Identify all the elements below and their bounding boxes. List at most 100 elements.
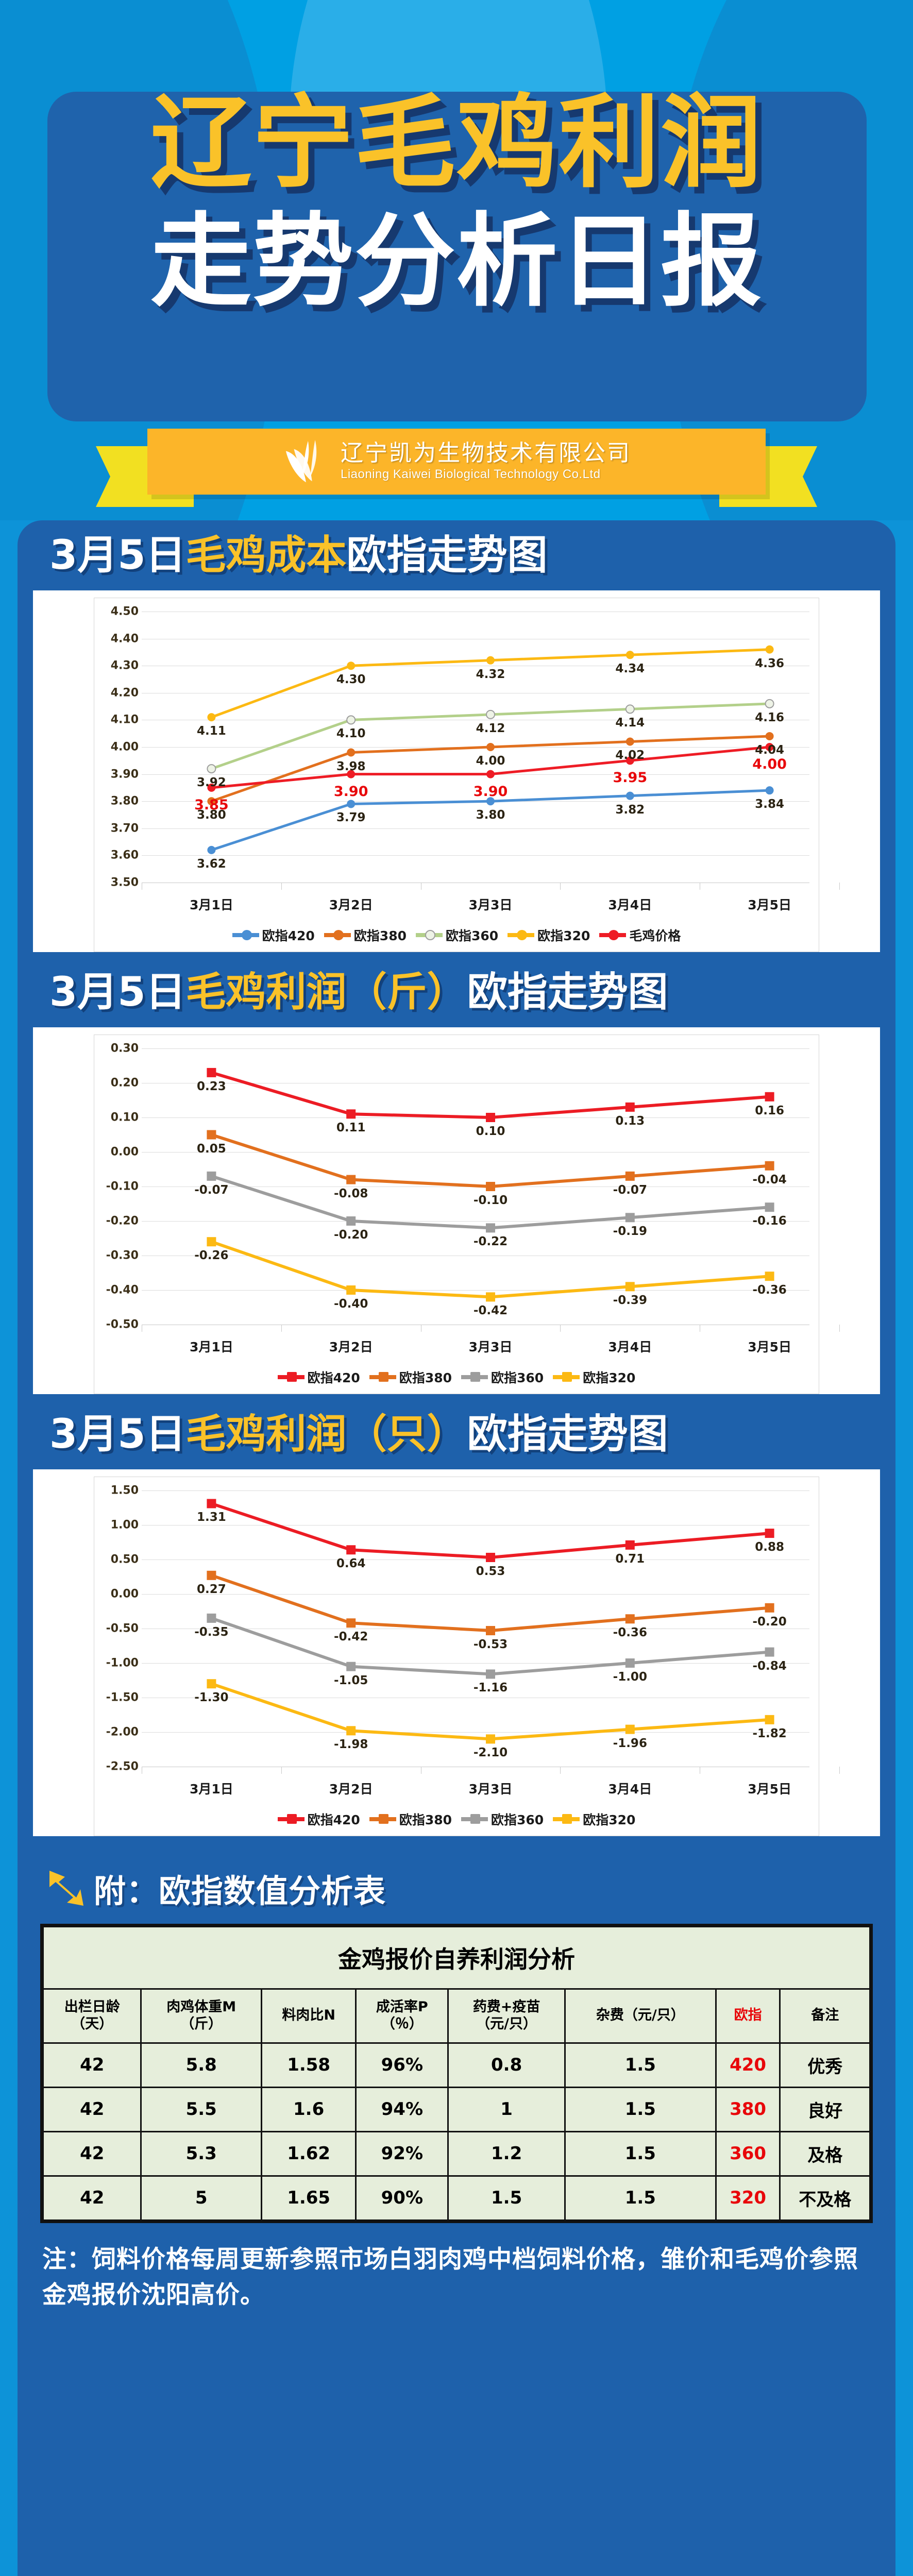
legend-item[interactable]: 欧指380: [369, 1810, 452, 1828]
y-axis-tick-label: 4.10: [110, 713, 139, 726]
table-header-cell: 欧指: [715, 1988, 781, 2044]
section-title-cost: 3月5日毛鸡成本欧指走势图: [18, 520, 895, 590]
table-cell: 1.6: [260, 2086, 357, 2132]
x-axis-label: 3月2日: [329, 897, 373, 912]
x-axis-tick: [281, 1325, 282, 1332]
y-axis-tick-label: 3.80: [110, 794, 139, 808]
data-label: 3.79: [336, 811, 366, 825]
x-axis-tick: [560, 883, 561, 890]
data-label: 0.05: [197, 1142, 226, 1156]
data-point: [765, 1647, 774, 1657]
table-cell: 420: [715, 2042, 781, 2088]
data-label: 4.12: [476, 721, 505, 735]
data-point: [625, 1171, 635, 1181]
table-cell: 380: [715, 2086, 781, 2132]
y-axis-tick-label: 0.00: [110, 1145, 139, 1159]
legend-marker-icon: [324, 930, 351, 940]
legend-item[interactable]: 欧指320: [508, 926, 590, 944]
legend-item[interactable]: 欧指420: [277, 1810, 360, 1828]
table-row: 42 5.5 1.6 94% 1 1.5 380 良好: [42, 2086, 871, 2132]
y-axis-tick-label: -1.50: [106, 1691, 139, 1704]
section3-tail: 欧指走势图: [467, 1411, 668, 1458]
y-axis-tick-label: 4.00: [110, 740, 139, 754]
data-label: 4.04: [755, 743, 784, 757]
x-axis-label: 3月5日: [748, 897, 791, 912]
chart-profit-jin: -0.50 -0.40 -0.30 -0.20 -0.10 0.00 0.10 0.20 0.3…: [94, 1035, 840, 1394]
data-point: [207, 845, 216, 854]
data-label: -1.00: [613, 1670, 647, 1684]
data-label: 3.90: [333, 783, 368, 800]
data-label: -0.53: [473, 1638, 508, 1652]
data-point: [765, 1529, 774, 1538]
legend-item[interactable]: 欧指360: [461, 1810, 544, 1828]
gridline: [142, 1594, 809, 1595]
data-label: -0.42: [334, 1630, 368, 1644]
legend-item[interactable]: 欧指360: [415, 926, 499, 944]
data-label: -0.19: [613, 1225, 647, 1239]
legend-item[interactable]: 欧指420: [232, 926, 315, 944]
table-cell: 1.58: [260, 2042, 357, 2088]
data-label: -0.35: [194, 1625, 229, 1639]
series-line: [210, 1133, 771, 1188]
y-axis-tick-label: -0.40: [106, 1283, 139, 1297]
legend-item[interactable]: 毛鸡价格: [599, 926, 681, 944]
legend-marker-icon: [277, 1372, 305, 1382]
gridline: [142, 1221, 809, 1222]
table-row: 42 5 1.65 90% 1.5 1.5 320 不及格: [42, 2175, 871, 2221]
table-cell: 5: [140, 2175, 262, 2221]
data-point: [347, 770, 356, 778]
title-backplate: [47, 92, 867, 421]
data-point: [765, 1603, 774, 1613]
data-label: -0.26: [194, 1249, 229, 1263]
x-axis-label: 3月2日: [329, 1782, 373, 1797]
data-label: 0.11: [336, 1121, 366, 1135]
data-point: [625, 651, 634, 659]
y-axis-tick-label: -0.50: [106, 1318, 139, 1331]
legend-item[interactable]: 欧指420: [277, 1368, 360, 1386]
data-point: [625, 756, 634, 765]
data-label: -0.16: [752, 1214, 787, 1228]
data-point: [207, 1130, 216, 1140]
data-label: 4.00: [752, 756, 787, 772]
data-point: [765, 743, 774, 751]
table-cell: 42: [42, 2130, 142, 2177]
data-label: -1.82: [752, 1726, 787, 1740]
table-cell: 1.62: [260, 2130, 357, 2177]
legend-item[interactable]: 欧指320: [553, 1810, 635, 1828]
x-axis-label: 3月5日: [748, 1340, 791, 1354]
data-point: [486, 743, 495, 751]
data-point: [207, 1067, 216, 1077]
data-label: 4.02: [615, 749, 645, 762]
legend-marker-icon: [415, 930, 443, 940]
series-line: [210, 1502, 771, 1559]
data-point: [207, 1613, 216, 1623]
data-point: [765, 699, 774, 708]
table-cell: 5.8: [140, 2042, 262, 2088]
data-label: 4.32: [476, 667, 505, 681]
data-point: [625, 1658, 635, 1668]
table-caption-row: 金鸡报价自养利润分析: [42, 1926, 871, 1990]
data-point: [765, 1161, 774, 1171]
table-cell: 1.5: [564, 2086, 717, 2132]
company-ribbon: 辽宁凯为生物技术有限公司 Liaoning Kaiwei Biological …: [0, 422, 913, 520]
legend-item[interactable]: 欧指360: [461, 1368, 544, 1386]
y-axis-tick-label: 3.60: [110, 849, 139, 862]
data-point: [207, 1570, 216, 1580]
data-label: 4.11: [197, 724, 226, 738]
legend-item[interactable]: 欧指380: [369, 1368, 452, 1386]
legend-item[interactable]: 欧指380: [324, 926, 407, 944]
table-cell: 1.5: [564, 2130, 717, 2177]
data-point: [347, 748, 356, 757]
legend-item[interactable]: 欧指320: [553, 1368, 635, 1386]
data-point: [486, 1552, 495, 1562]
data-point: [625, 1102, 635, 1112]
data-point: [625, 1282, 635, 1292]
gridline: [142, 1290, 809, 1291]
analysis-table-wrap: 金鸡报价自养利润分析 出栏日龄 （天） 肉鸡体重M （斤） 料肉比N 成活率P （％） 药费+疫…: [40, 1924, 873, 2223]
data-point: [486, 709, 495, 719]
data-point: [765, 1092, 774, 1101]
legend-label: 欧指360: [445, 928, 499, 943]
section-title-profit-zhi: 3月5日毛鸡利润（只）欧指走势图: [18, 1399, 895, 1469]
data-label: -0.84: [752, 1659, 787, 1673]
y-axis-tick-label: 4.40: [110, 632, 139, 646]
